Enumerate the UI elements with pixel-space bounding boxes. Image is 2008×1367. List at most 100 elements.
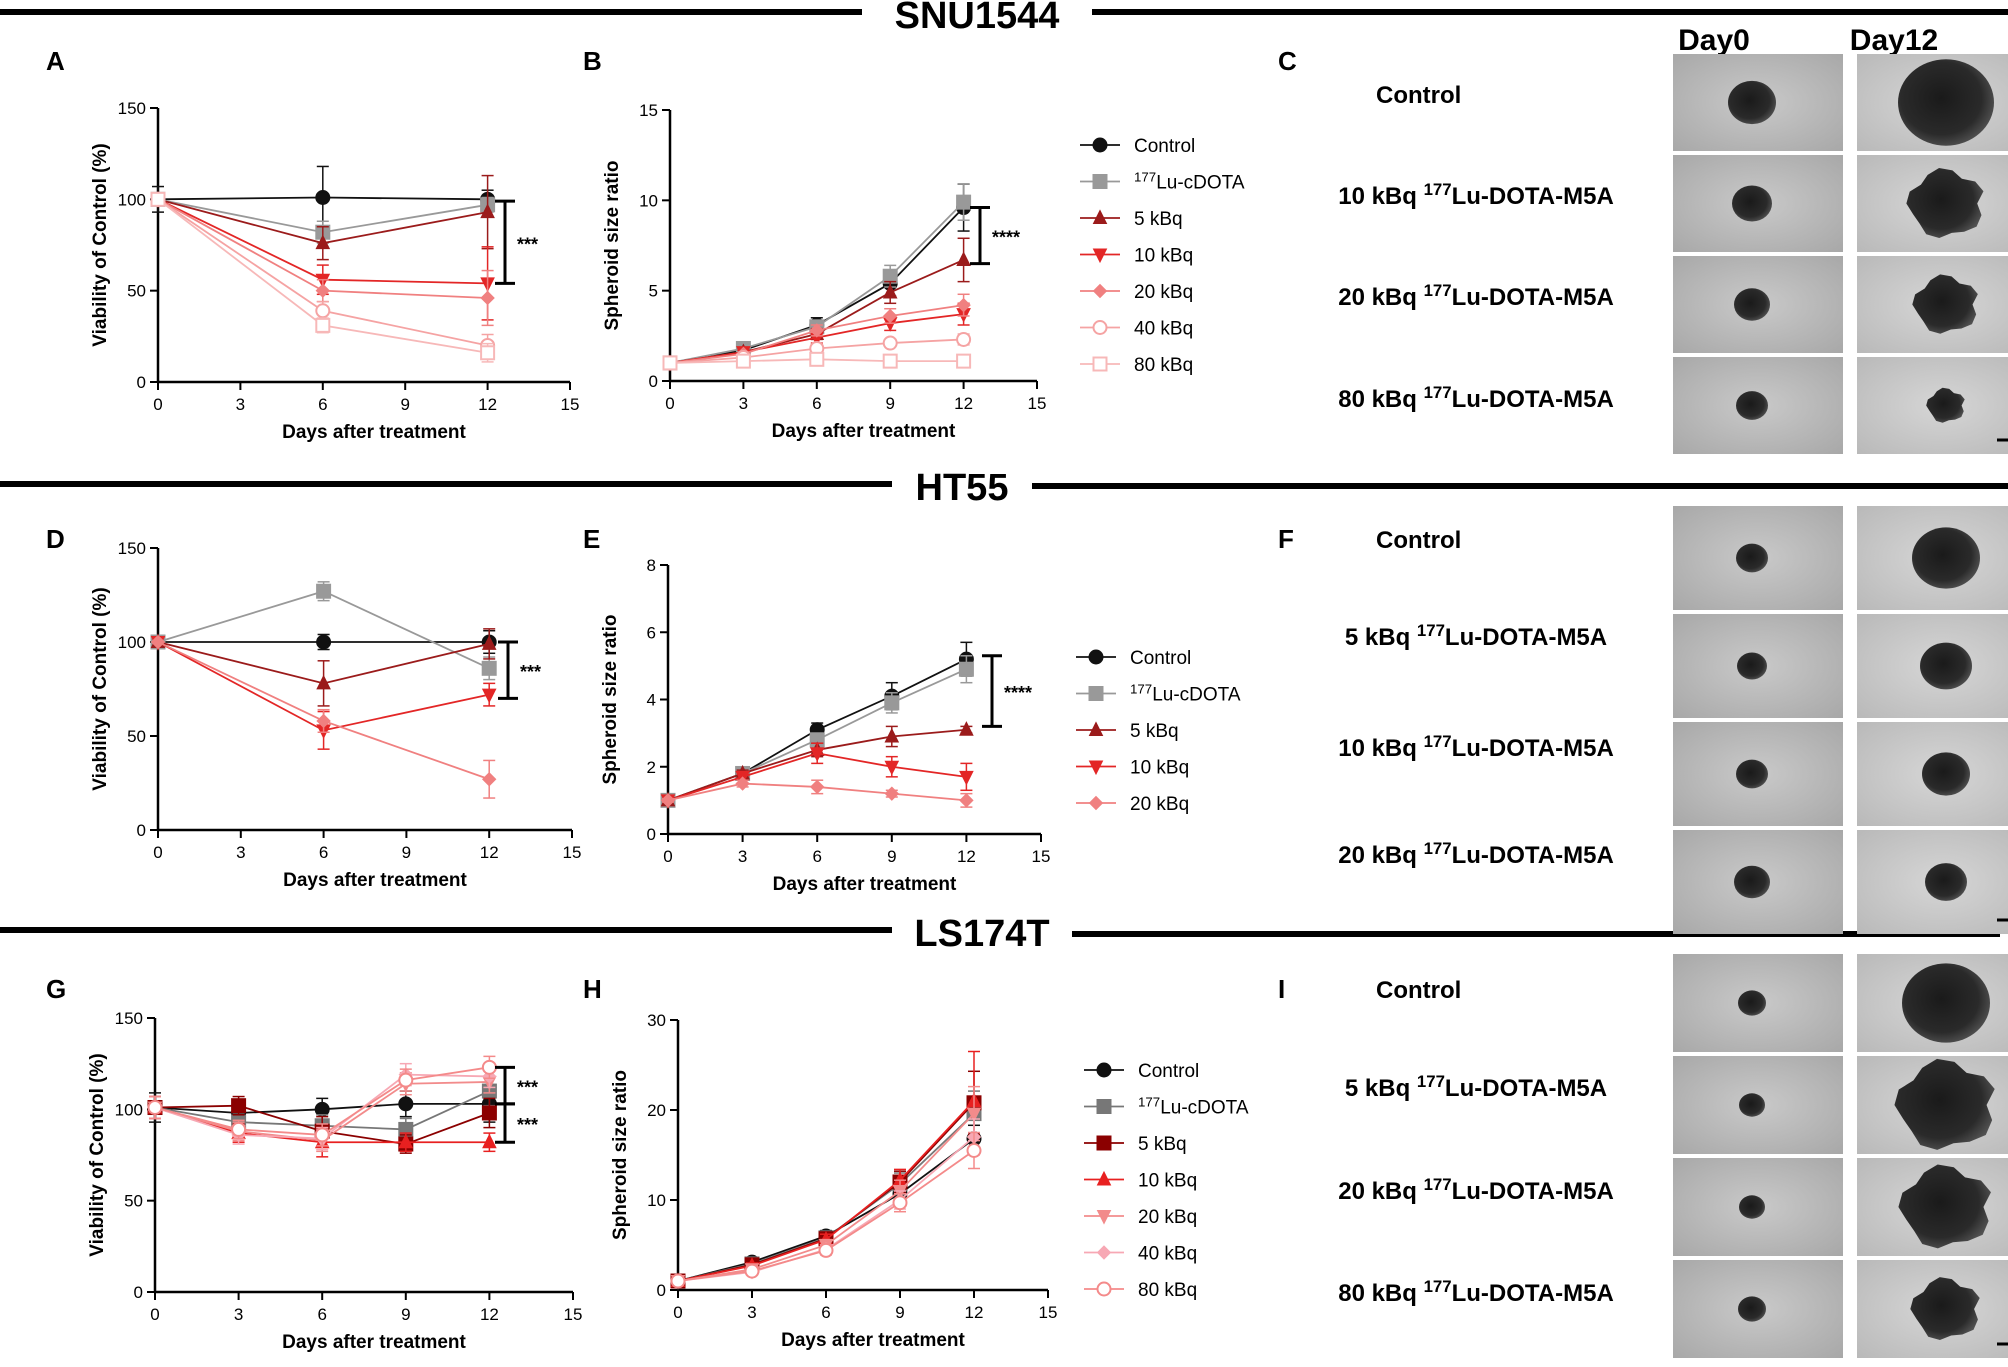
spheroid xyxy=(1739,1195,1765,1219)
data-point xyxy=(481,635,497,650)
day12-micrograph xyxy=(1857,830,2008,934)
series-80-kbq xyxy=(150,191,496,363)
x-tick-label: 6 xyxy=(812,847,821,866)
image-panel-i: I Control 5 kBq 177Lu-DOTA-M5A 20 kBq 177Lu… xyxy=(1278,954,2008,1358)
y-tick-label: 0 xyxy=(137,821,146,840)
y-tick-label: 50 xyxy=(124,1192,143,1211)
data-point xyxy=(959,793,974,808)
legend-swatch-marker xyxy=(1096,1210,1112,1225)
data-point xyxy=(892,1195,908,1211)
legend-item-40-kbq: 40 kBq xyxy=(1084,1244,1197,1265)
spheroid xyxy=(1728,80,1776,125)
significance-bracket: *** xyxy=(495,1102,538,1144)
data-point xyxy=(882,283,898,299)
x-tick-label: 3 xyxy=(236,395,245,414)
significance-bracket: **** xyxy=(970,206,1020,266)
day12-micrograph xyxy=(1857,1260,2008,1358)
legend-swatch-marker xyxy=(1092,209,1108,224)
significance-label: *** xyxy=(517,1115,538,1135)
x-axis-title: Days after treatment xyxy=(772,421,956,442)
data-point xyxy=(660,793,676,808)
panel-letter-f: F xyxy=(1278,524,1294,554)
series-10-kbq xyxy=(660,742,974,809)
series-line xyxy=(677,1149,975,1282)
chart-panel-e: E 0 3 6 9 12 15 0 2 4 6 8 Days after treatment Sphero… xyxy=(583,524,1241,895)
legend-label: Control xyxy=(1138,1061,1199,1082)
condition-label-10-kbq-177lu-dota-m5a: 10 kBq 177Lu-DOTA-M5A xyxy=(1338,180,1614,211)
data-point xyxy=(150,634,166,650)
spheroid xyxy=(1920,642,1972,690)
data-point xyxy=(231,1098,247,1114)
x-tick-label: 0 xyxy=(665,394,674,413)
day0-micrograph xyxy=(1673,506,1843,610)
y-tick-label: 100 xyxy=(115,1100,143,1119)
x-tick-label: 6 xyxy=(318,395,327,414)
data-point xyxy=(480,203,495,219)
legend-label: 20 kBq xyxy=(1130,794,1189,815)
condition-label-5-kbq-177lu-dota-m5a: 5 kBq 177Lu-DOTA-M5A xyxy=(1345,621,1607,652)
x-tick-label: 12 xyxy=(957,847,976,866)
y-tick-label: 150 xyxy=(118,539,146,558)
legend-label: 80 kBq xyxy=(1138,1280,1197,1301)
data-point xyxy=(481,660,497,676)
data-point xyxy=(958,661,974,677)
data-point xyxy=(956,353,972,369)
data-point xyxy=(314,1101,330,1117)
x-tick-label: 6 xyxy=(821,1303,830,1322)
legend-swatch-marker xyxy=(1092,320,1108,335)
legend-label: 10 kBq xyxy=(1130,758,1189,779)
x-tick-label: 0 xyxy=(153,395,162,414)
data-point xyxy=(966,1107,982,1123)
x-tick-label: 9 xyxy=(887,847,896,866)
legend-item-20-kbq: 20 kBq xyxy=(1076,794,1189,815)
legend-label: 5 kBq xyxy=(1138,1134,1187,1155)
spheroid xyxy=(1734,865,1770,899)
y-axis-title: Viability of Control (%) xyxy=(87,1053,108,1256)
legend-label: 20 kBq xyxy=(1134,282,1193,303)
day0-micrograph xyxy=(1673,722,1843,826)
day0-micrograph xyxy=(1673,357,1843,454)
data-point xyxy=(809,779,825,795)
data-point xyxy=(882,268,898,284)
panel-letter-c: C xyxy=(1278,46,1297,76)
series-control xyxy=(150,165,496,230)
chart-panel-h: H 0 3 6 9 12 15 0 10 20 30 Days after treatment Sphe… xyxy=(583,974,1249,1351)
legend-item-control: Control xyxy=(1080,136,1195,157)
data-point xyxy=(314,1127,330,1143)
data-point xyxy=(482,1133,497,1149)
legend-item-5-kbq: 5 kBq xyxy=(1080,209,1183,230)
data-point xyxy=(744,1263,760,1279)
series-control xyxy=(670,1124,982,1289)
spheroid xyxy=(1910,1277,1980,1341)
x-axis-title: Days after treatment xyxy=(283,870,467,891)
day12-micrograph xyxy=(1857,1056,2008,1154)
x-tick-label: 0 xyxy=(663,847,672,866)
x-tick-label: 12 xyxy=(954,394,973,413)
x-tick-label: 6 xyxy=(317,1305,326,1324)
x-tick-label: 3 xyxy=(747,1303,756,1322)
y-tick-label: 150 xyxy=(115,1009,143,1028)
image-panel-f: F Control 5 kBq 177Lu-DOTA-M5A 10 kBq 177Lu… xyxy=(1278,506,2008,934)
day12-micrograph xyxy=(1857,506,2008,610)
y-tick-label: 6 xyxy=(647,623,656,642)
chart-panel-b: B 0 3 6 9 12 15 0 5 10 15 Days after treatment Spher… xyxy=(583,46,1245,442)
panel-letter-g: G xyxy=(46,974,66,1004)
data-point xyxy=(959,770,974,786)
legend-label: 40 kBq xyxy=(1138,1244,1197,1265)
row-banner-ls174t: LS174T xyxy=(0,913,2000,955)
row-banner-snu1544: SNU1544 xyxy=(0,0,2008,37)
y-tick-label: 5 xyxy=(649,282,658,301)
panel-letter-i: I xyxy=(1278,974,1285,1004)
data-point xyxy=(956,297,971,313)
spheroid xyxy=(1736,759,1768,789)
day0-micrograph xyxy=(1673,54,1843,151)
day12-micrograph xyxy=(1857,722,2008,826)
data-point xyxy=(480,345,496,361)
x-tick-label: 3 xyxy=(738,847,747,866)
x-tick-label: 9 xyxy=(402,843,411,862)
day12-micrograph xyxy=(1857,357,2008,454)
legend-label: 177Lu-cDOTA xyxy=(1134,169,1245,194)
panel-letter-h: H xyxy=(583,974,602,1004)
data-point xyxy=(315,234,331,250)
panel-letter-d: D xyxy=(46,524,65,554)
